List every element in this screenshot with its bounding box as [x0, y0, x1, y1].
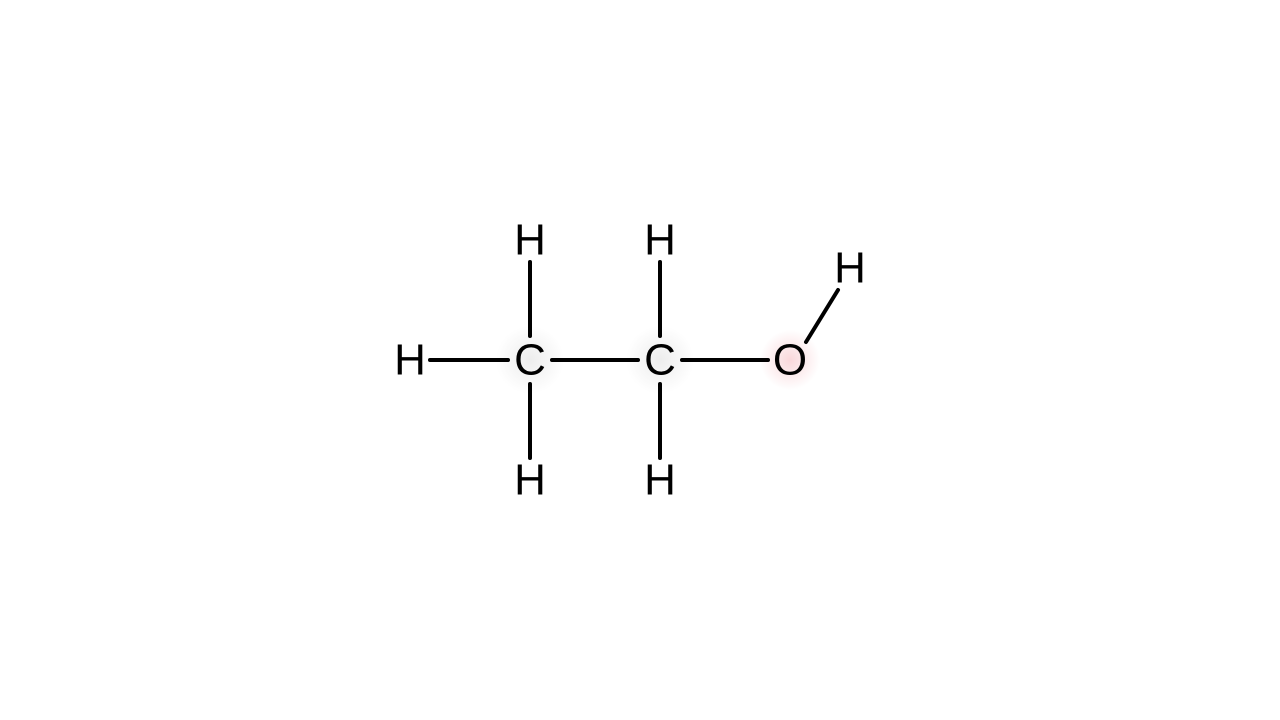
atom-c1: C [514, 336, 546, 385]
atom-h-c1-top: H [514, 216, 546, 265]
atom-h-c2-top: H [644, 216, 676, 265]
atom-h-c1-bot: H [514, 456, 546, 505]
atom-h-c2-bot: H [644, 456, 676, 505]
atom-h-left: H [394, 336, 426, 385]
molecule-diagram: CCOHHHHHH [0, 0, 1280, 720]
atom-c2: C [644, 336, 676, 385]
atom-h-o: H [834, 244, 866, 293]
bond-o-h [806, 290, 838, 342]
atom-o: O [773, 336, 807, 385]
